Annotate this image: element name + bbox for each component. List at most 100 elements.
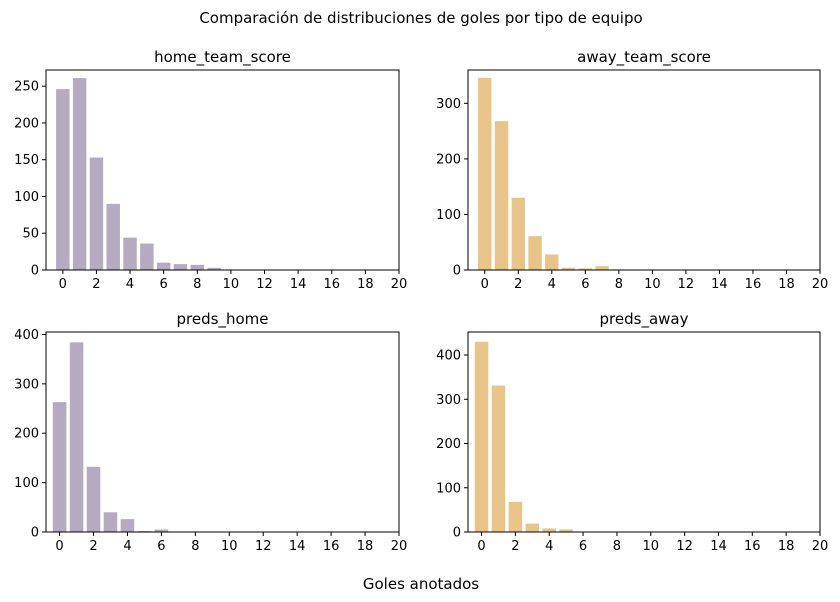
- x-tick-label: 0: [55, 539, 63, 554]
- subplot-title: preds_home: [177, 310, 269, 329]
- x-tick-label: 18: [357, 277, 374, 292]
- x-tick-label: 12: [255, 539, 272, 554]
- x-tick-label: 18: [357, 539, 374, 554]
- x-tick-label: 12: [678, 277, 695, 292]
- bar-x5: [559, 529, 573, 532]
- x-tick-label: 16: [323, 539, 340, 554]
- bar-x6: [156, 262, 171, 270]
- x-tick-label: 4: [123, 539, 131, 554]
- bar-x2: [511, 197, 525, 270]
- x-tick-label: 14: [711, 277, 728, 292]
- bar-x4: [542, 528, 556, 532]
- subplot-title: home_team_score: [154, 48, 291, 67]
- y-tick-label: 50: [22, 227, 39, 242]
- bar-x0: [56, 89, 70, 270]
- y-tick-label: 250: [14, 80, 39, 95]
- x-tick-label: 2: [511, 539, 519, 554]
- x-tick-label: 0: [477, 539, 485, 554]
- bar-x3: [528, 236, 542, 270]
- bar-x7: [595, 266, 609, 270]
- x-tick-label: 8: [615, 277, 623, 292]
- bar-x4: [545, 254, 559, 270]
- x-tick-label: 20: [391, 539, 408, 554]
- y-tick-label: 300: [436, 393, 461, 408]
- bar-x5: [140, 243, 154, 270]
- x-tick-label: 20: [812, 277, 829, 292]
- bar-x0: [52, 402, 67, 532]
- bar-x3: [106, 203, 120, 270]
- axes-frame: [467, 331, 821, 533]
- x-tick-label: 18: [778, 539, 795, 554]
- y-tick-label: 100: [436, 208, 461, 223]
- bar-x0: [474, 341, 489, 532]
- y-tick-label: 300: [436, 97, 461, 112]
- x-tick-label: 6: [157, 539, 165, 554]
- bar-x0: [478, 77, 492, 271]
- y-tick-label: 200: [14, 427, 39, 442]
- y-tick-label: 200: [436, 437, 461, 452]
- bar-x8: [190, 264, 205, 270]
- x-tick-label: 12: [676, 539, 693, 554]
- bar-x2: [86, 466, 101, 532]
- bar-x6: [578, 268, 593, 270]
- bar-x1: [69, 342, 84, 532]
- x-tick-label: 14: [710, 539, 727, 554]
- x-tick-label: 10: [223, 277, 240, 292]
- y-tick-label: 100: [14, 476, 39, 491]
- x-tick-label: 14: [289, 539, 306, 554]
- x-tick-label: 16: [323, 277, 340, 292]
- x-tick-label: 8: [193, 277, 201, 292]
- y-tick-label: 0: [453, 264, 461, 279]
- x-tick-label: 8: [613, 539, 621, 554]
- bar-x1: [72, 78, 87, 271]
- x-tick-label: 14: [290, 277, 307, 292]
- x-tick-label: 16: [744, 539, 761, 554]
- bar-x3: [525, 523, 540, 532]
- bar-x1: [491, 385, 506, 532]
- bar-x2: [508, 501, 523, 532]
- x-tick-label: 6: [581, 277, 589, 292]
- figure-suptitle: Comparación de distribuciones de goles p…: [199, 9, 642, 27]
- x-tick-label: 6: [160, 277, 168, 292]
- bar-x4: [120, 519, 135, 532]
- bar-x5: [561, 267, 576, 270]
- x-tick-label: 10: [642, 539, 659, 554]
- y-tick-label: 200: [436, 152, 461, 167]
- x-tick-label: 4: [548, 277, 556, 292]
- y-tick-label: 400: [14, 328, 39, 343]
- y-tick-label: 200: [14, 116, 39, 131]
- x-tick-label: 20: [812, 539, 829, 554]
- bar-x9: [207, 267, 221, 270]
- y-tick-label: 300: [14, 377, 39, 392]
- x-tick-label: 8: [191, 539, 199, 554]
- subplot-title: preds_away: [600, 310, 689, 329]
- bar-x6: [154, 529, 169, 532]
- y-tick-label: 0: [453, 526, 461, 541]
- subplot-title: away_team_score: [577, 48, 711, 67]
- x-tick-label: 10: [644, 277, 661, 292]
- y-tick-label: 100: [14, 190, 39, 205]
- x-tick-label: 18: [778, 277, 795, 292]
- x-tick-label: 0: [481, 277, 489, 292]
- y-tick-label: 150: [14, 153, 39, 168]
- bar-x4: [123, 237, 137, 270]
- x-tick-label: 16: [745, 277, 762, 292]
- y-tick-label: 0: [31, 264, 39, 279]
- y-tick-label: 400: [436, 349, 461, 364]
- x-tick-label: 2: [89, 539, 97, 554]
- x-tick-label: 4: [545, 539, 553, 554]
- bar-x1: [494, 121, 509, 270]
- axes-frame: [45, 69, 400, 271]
- bar-x3: [103, 512, 118, 532]
- x-tick-label: 2: [514, 277, 522, 292]
- bar-x7: [173, 264, 188, 270]
- y-tick-label: 100: [436, 481, 461, 496]
- x-tick-label: 20: [391, 277, 408, 292]
- x-tick-label: 10: [221, 539, 238, 554]
- y-tick-label: 0: [31, 526, 39, 541]
